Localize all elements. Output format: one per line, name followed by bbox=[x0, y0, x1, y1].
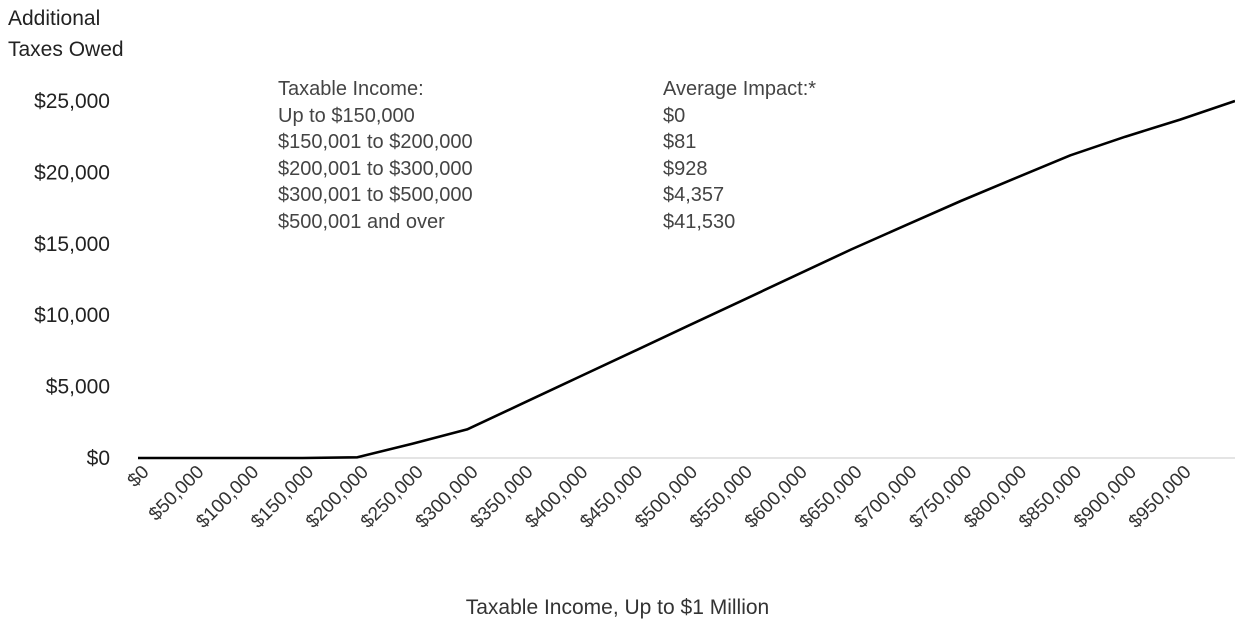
y-axis-title-line-2: Taxes Owed bbox=[8, 38, 124, 61]
x-tick-label: $0 bbox=[124, 462, 154, 492]
impact-row-income: $500,001 and over bbox=[278, 210, 445, 233]
impact-header-impact: Average Impact:* bbox=[663, 78, 817, 100]
series-line bbox=[138, 99, 1235, 460]
impact-row-value: $81 bbox=[663, 131, 697, 153]
impact-row-income: $300,001 to $500,000 bbox=[278, 184, 473, 206]
y-tick-label: $15,000 bbox=[34, 233, 110, 256]
y-axis-title-line-1: Additional bbox=[8, 7, 101, 30]
impact-row-value: $928 bbox=[663, 157, 708, 180]
impact-row-value: $4,357 bbox=[663, 184, 725, 206]
x-axis-title: Taxable Income, Up to $1 Million bbox=[465, 596, 770, 619]
y-tick-label: $20,000 bbox=[34, 161, 110, 184]
impact-row-value: $0 bbox=[663, 104, 686, 127]
impact-row-income: $200,001 to $300,000 bbox=[278, 157, 473, 180]
impact-header-income: Taxable Income: bbox=[278, 78, 424, 100]
y-tick-label: $0 bbox=[87, 447, 110, 470]
y-tick-label: $10,000 bbox=[34, 304, 110, 327]
impact-row-value: $41,530 bbox=[663, 210, 736, 233]
impact-row-income: Up to $150,000 bbox=[278, 104, 415, 127]
impact-row-income: $150,001 to $200,000 bbox=[278, 131, 473, 153]
y-tick-label: $5,000 bbox=[46, 376, 110, 399]
y-tick-label: $25,000 bbox=[34, 90, 110, 113]
